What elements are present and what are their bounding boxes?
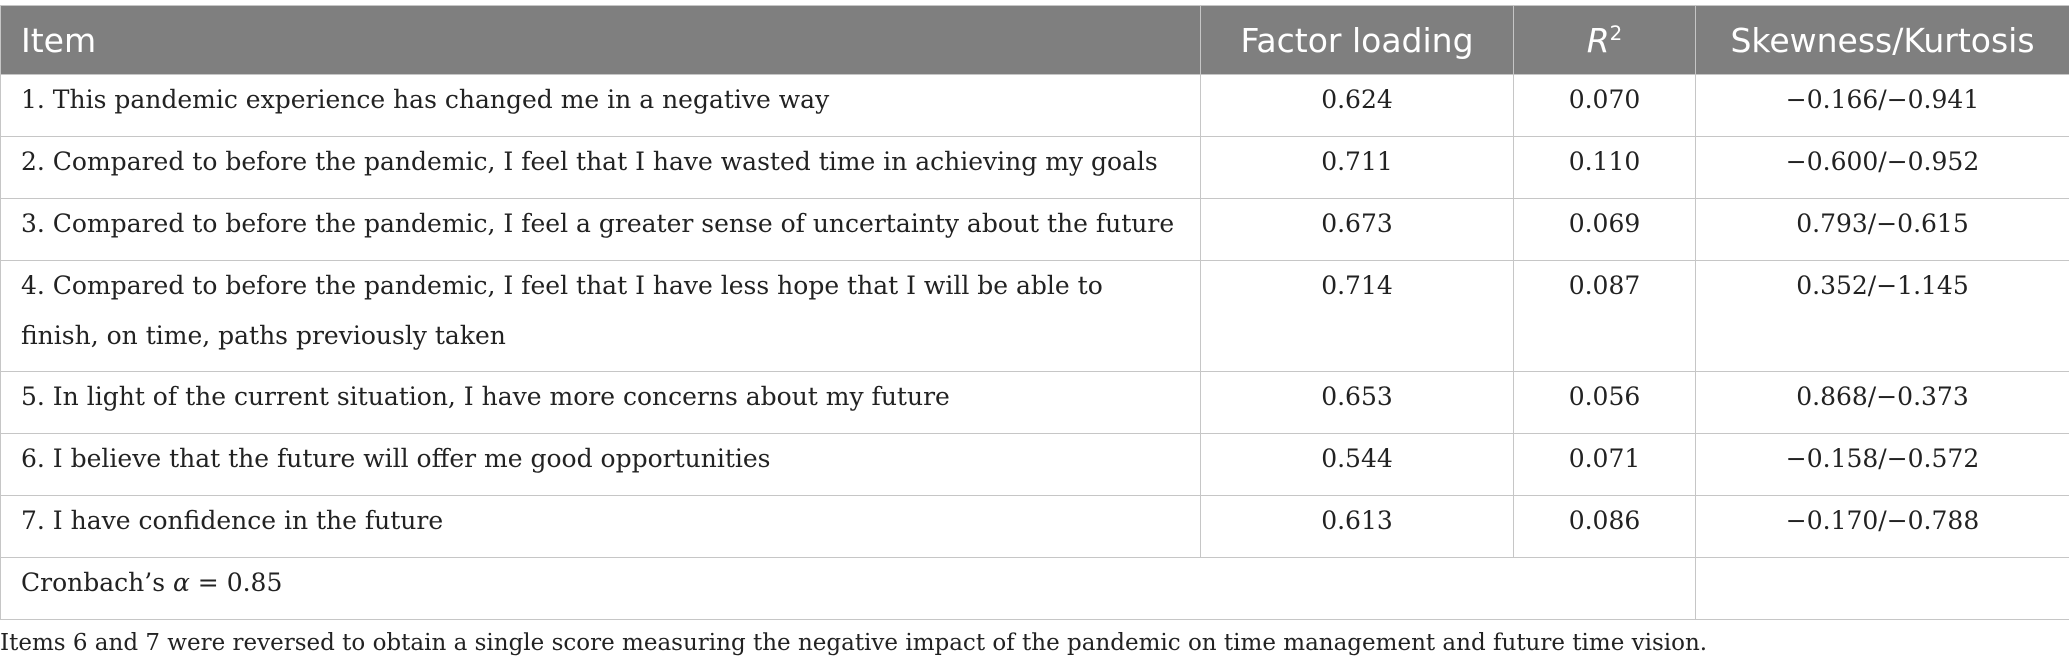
r-squared-symbol: R: [1586, 20, 1610, 60]
skew-kurtosis-cell: −0.170/−0.788: [1695, 495, 2069, 558]
r-squared-cell: 0.071: [1513, 433, 1696, 496]
item-cell: 1. This pandemic experience has changed …: [0, 74, 1201, 137]
r-squared-superscript: 2: [1609, 21, 1623, 45]
alpha-symbol: α: [172, 568, 190, 597]
table-row: 1. This pandemic experience has changed …: [0, 74, 2069, 137]
factor-loading-cell: 0.624: [1200, 74, 1514, 137]
table-row: 3. Compared to before the pandemic, I fe…: [0, 198, 2069, 261]
item-cell: 4. Compared to before the pandemic, I fe…: [0, 260, 1201, 372]
r-squared-cell: 0.087: [1513, 260, 1696, 372]
header-item: Item: [0, 5, 1201, 75]
item-cell: 3. Compared to before the pandemic, I fe…: [0, 198, 1201, 261]
item-cell: 5. In light of the current situation, I …: [0, 371, 1201, 434]
factor-loading-cell: 0.544: [1200, 433, 1514, 496]
factor-loading-cell: 0.711: [1200, 136, 1514, 199]
factor-loading-cell: 0.673: [1200, 198, 1514, 261]
table-row: 5. In light of the current situation, I …: [0, 371, 2069, 434]
header-factor-loading: Factor loading: [1200, 5, 1514, 75]
skew-kurtosis-cell: 0.868/−0.373: [1695, 371, 2069, 434]
item-cell: 2. Compared to before the pandemic, I fe…: [0, 136, 1201, 199]
table-row: 2. Compared to before the pandemic, I fe…: [0, 136, 2069, 199]
item-cell: 7. I have confidence in the future: [0, 495, 1201, 558]
summary-row: Cronbach’s α = 0.85: [0, 557, 2069, 620]
r-squared-cell: 0.069: [1513, 198, 1696, 261]
table-row: 4. Compared to before the pandemic, I fe…: [0, 260, 2069, 372]
empty-cell: [1695, 557, 2069, 620]
header-row: Item Factor loading R2 Skewness/Kurtosis: [0, 5, 2069, 75]
skew-kurtosis-cell: −0.158/−0.572: [1695, 433, 2069, 496]
r-squared-cell: 0.070: [1513, 74, 1696, 137]
factor-loading-cell: 0.613: [1200, 495, 1514, 558]
r-squared-cell: 0.110: [1513, 136, 1696, 199]
cronbach-alpha-cell: Cronbach’s α = 0.85: [0, 557, 1696, 620]
item-cell: 6. I believe that the future will offer …: [0, 433, 1201, 496]
table-row: 6. I believe that the future will offer …: [0, 433, 2069, 496]
data-table: Item Factor loading R2 Skewness/Kurtosis…: [0, 5, 2069, 620]
header-r-squared: R2: [1513, 5, 1696, 75]
skew-kurtosis-cell: 0.352/−1.145: [1695, 260, 2069, 372]
cronbach-label: Cronbach’s: [21, 568, 173, 597]
table-row: 7. I have confidence in the future 0.613…: [0, 495, 2069, 558]
header-skewness-kurtosis: Skewness/Kurtosis: [1695, 5, 2069, 75]
skew-kurtosis-cell: −0.600/−0.952: [1695, 136, 2069, 199]
r-squared-cell: 0.056: [1513, 371, 1696, 434]
skew-kurtosis-cell: −0.166/−0.941: [1695, 74, 2069, 137]
r-squared-cell: 0.086: [1513, 495, 1696, 558]
factor-loading-cell: 0.714: [1200, 260, 1514, 372]
cronbach-value: = 0.85: [189, 568, 283, 597]
factor-loading-cell: 0.653: [1200, 371, 1514, 434]
skew-kurtosis-cell: 0.793/−0.615: [1695, 198, 2069, 261]
table-footnote: Items 6 and 7 were reversed to obtain a …: [0, 630, 1708, 656]
